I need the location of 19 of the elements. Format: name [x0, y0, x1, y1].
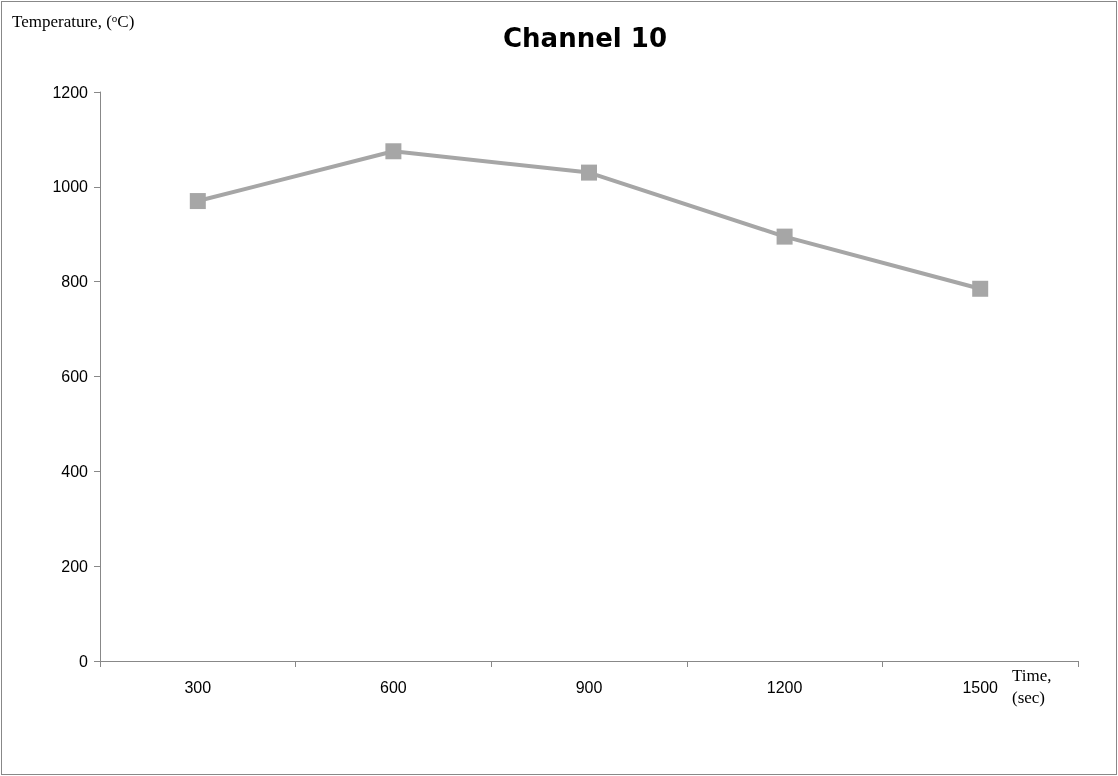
point	[189, 193, 206, 210]
x-tick-label: 300	[184, 678, 212, 696]
x-tick-label: 1500	[962, 678, 999, 696]
x-axis-title: Time, (sec)	[1012, 665, 1056, 707]
x-tick-label: 900	[575, 678, 603, 696]
y-tick-label: 200	[61, 557, 89, 575]
y-tick-label: 1000	[52, 178, 89, 196]
point	[385, 143, 402, 160]
point	[776, 228, 793, 245]
y-tick-label: 1200	[52, 83, 89, 101]
y-tick-label: 600	[61, 368, 89, 385]
x-tick-label: 1200	[766, 678, 803, 696]
y-tick-label: 0	[79, 652, 89, 670]
y-tick-label: 400	[61, 462, 89, 480]
x-tick-label: 600	[380, 678, 407, 696]
point	[581, 164, 597, 181]
point	[972, 280, 989, 297]
chart-title: Channel 10	[503, 23, 667, 53]
y-tick-label: 800	[61, 273, 89, 291]
